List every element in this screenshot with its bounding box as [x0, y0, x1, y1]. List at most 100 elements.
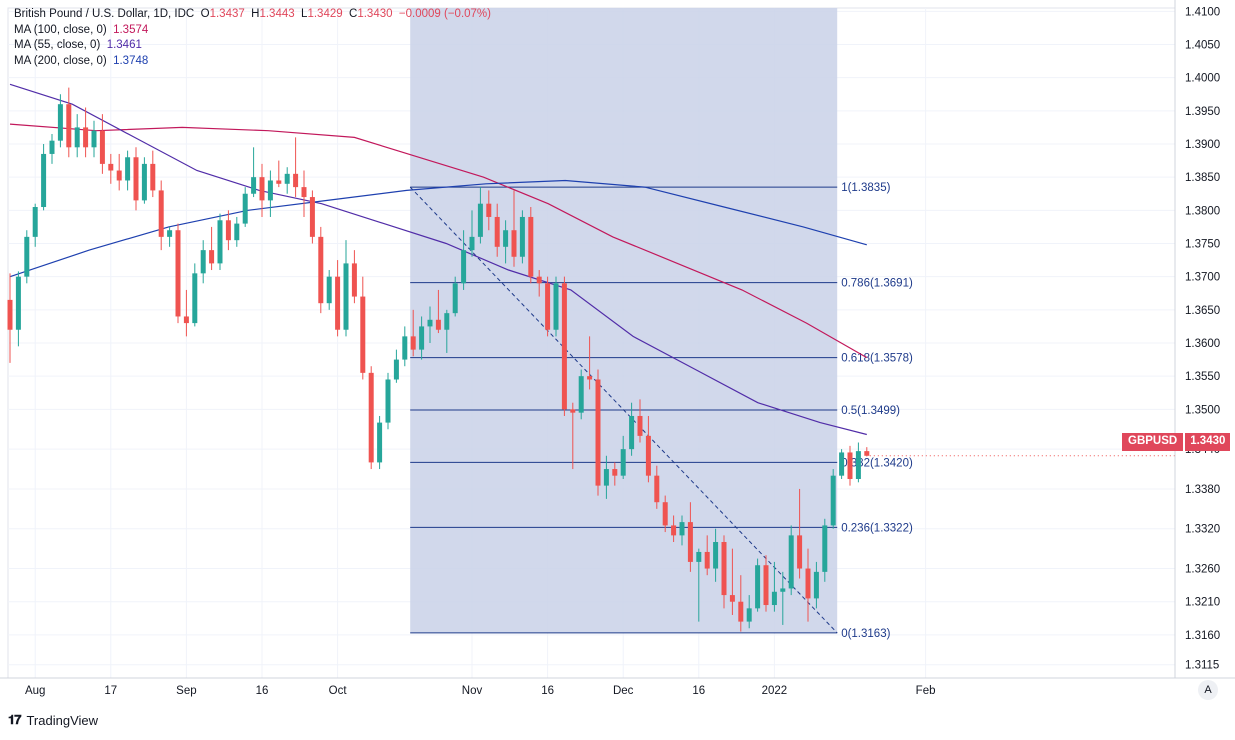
legend-change: −0.0009 (−0.07%) — [398, 8, 491, 20]
time-tick-label: Oct — [329, 685, 348, 697]
legend-close: 1.3430 — [357, 8, 393, 20]
candle-body — [864, 451, 870, 456]
candle-body — [528, 216, 534, 277]
candle-body — [301, 187, 307, 198]
candle-body — [461, 250, 467, 284]
fib-level-label: 0.786(1.3691) — [841, 278, 913, 290]
price-tick-label: 1.3600 — [1185, 338, 1220, 350]
price-tick-label: 1.3260 — [1185, 564, 1220, 576]
candle-body — [200, 250, 206, 274]
time-tick-label: 16 — [256, 685, 269, 697]
candle-body — [183, 316, 189, 324]
tradingview-logo-icon: 𝟏𝟕 — [8, 712, 22, 727]
candle-body — [654, 475, 660, 503]
legend-high-label: H — [251, 8, 260, 20]
candle-body — [125, 157, 131, 181]
candle-body — [435, 319, 441, 330]
legend-low-label: L — [301, 8, 308, 20]
candle-body — [755, 565, 761, 609]
candle-body — [150, 163, 156, 191]
candle-body — [24, 236, 30, 277]
candle-body — [822, 525, 828, 572]
candle-body — [7, 299, 13, 330]
auto-scale-button[interactable]: A — [1198, 680, 1218, 700]
candle-body — [612, 469, 618, 476]
candle-body — [267, 180, 273, 201]
candle-body — [318, 236, 324, 304]
candle-body — [797, 535, 803, 569]
legend-open-label: O — [200, 8, 210, 20]
candle-body — [847, 452, 853, 479]
legend-high: 1.3443 — [259, 8, 295, 20]
candle-body — [351, 263, 357, 297]
legend: British Pound / U.S. Dollar, 1D, IDC O1.… — [14, 7, 491, 69]
price-tick-label: 1.3800 — [1185, 205, 1220, 217]
candle-body — [486, 203, 492, 217]
candle-body — [679, 522, 685, 536]
legend-open: 1.3437 — [209, 8, 245, 20]
candle-body — [444, 313, 450, 330]
candle-body — [293, 173, 299, 188]
candle-body — [209, 250, 215, 264]
ma55-line — [9, 83, 867, 436]
price-tick-label: 1.3115 — [1185, 660, 1219, 672]
candle-body — [83, 127, 89, 148]
candle-body — [536, 276, 542, 284]
price-tick-label: 1.3550 — [1185, 371, 1220, 383]
legend-ma200[interactable]: MA (200, close, 0) 1.3748 — [14, 54, 491, 70]
candle-body — [419, 326, 425, 350]
footer-brand[interactable]: 𝟏𝟕 TradingView — [8, 712, 98, 728]
fib-level-label: 0.618(1.3578) — [841, 353, 913, 365]
candle-body — [32, 207, 38, 237]
legend-instrument: British Pound / U.S. Dollar, 1D, IDC — [14, 8, 195, 20]
legend-ma55-value: 1.3461 — [106, 39, 142, 51]
candle-body — [771, 591, 777, 606]
candle-body — [704, 551, 710, 569]
candle-body — [839, 452, 845, 476]
candle-body — [763, 565, 769, 606]
legend-close-label: C — [349, 8, 358, 20]
legend-ma200-value: 1.3748 — [113, 54, 149, 67]
candle-body — [738, 601, 744, 622]
price-tick-label: 1.3750 — [1185, 238, 1220, 250]
time-tick-label: Dec — [613, 685, 634, 697]
price-tick-label: 1.3950 — [1185, 106, 1220, 118]
candle-body — [427, 319, 433, 327]
price-tick-label: 1.3700 — [1185, 272, 1220, 284]
candle-body — [326, 276, 332, 304]
candle-body — [788, 535, 794, 589]
legend-low: 1.3429 — [307, 8, 343, 20]
price-tick-label: 1.3500 — [1185, 404, 1220, 416]
candle-body — [15, 276, 21, 330]
ma100-line — [9, 123, 868, 359]
candle-body — [141, 163, 147, 201]
legend-ma55[interactable]: MA (55, close, 0) 1.3461 — [14, 38, 491, 54]
candle-body — [662, 502, 668, 526]
current-price-tag: GBPUSD 1.3430 — [1122, 433, 1231, 451]
time-tick-label: Sep — [176, 685, 196, 697]
candle-body — [377, 422, 383, 463]
candle-body — [167, 230, 173, 237]
legend-ma200-name: MA (200, close, 0) — [14, 54, 107, 67]
candle-body — [713, 542, 719, 569]
candle-body — [360, 296, 366, 373]
candle-body — [469, 236, 475, 251]
time-tick-label: 2022 — [762, 685, 788, 697]
candle-body — [410, 336, 416, 350]
candle-body — [620, 449, 626, 476]
candle-body — [259, 177, 265, 201]
candle-body — [855, 451, 861, 479]
candle-body — [687, 522, 693, 562]
candle-body — [49, 140, 55, 154]
time-tick-label: Nov — [462, 685, 483, 697]
candle-body — [41, 153, 47, 208]
legend-ma100[interactable]: MA (100, close, 0) 1.3574 — [14, 23, 491, 39]
candle-body — [637, 415, 643, 436]
candle-body — [561, 283, 567, 410]
candle-body — [108, 163, 114, 171]
candle-body — [234, 223, 240, 241]
candle-body — [57, 104, 63, 141]
candle-body — [133, 157, 139, 201]
